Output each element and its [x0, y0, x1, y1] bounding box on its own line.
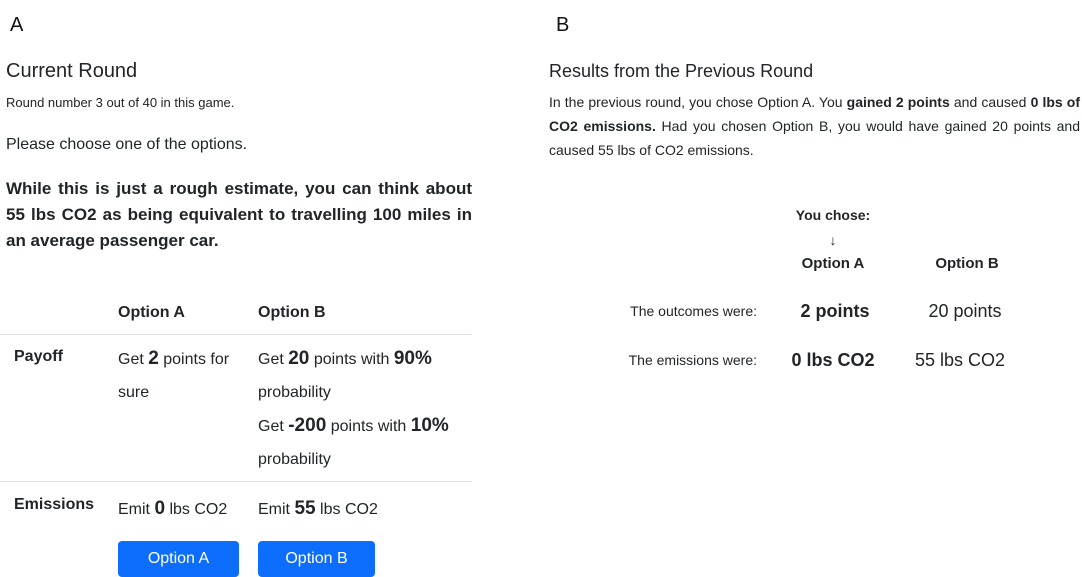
text-segment: 55: [294, 498, 316, 519]
instruction: Please choose one of the options.: [6, 136, 248, 153]
outcome: 2 points: [800, 301, 870, 321]
text-segment: -200: [288, 415, 327, 436]
column-header: Option A: [118, 304, 185, 321]
row-label: The outcomes were:: [630, 303, 757, 319]
cell-line: Emit 55 lbs CO2: [258, 492, 458, 526]
note: While this is just a rough estimate, you…: [6, 179, 472, 250]
arrow: ↓: [829, 232, 837, 248]
text-segment: In the previous round, you chose Option …: [549, 94, 847, 110]
cell: Get 2 points for sure: [118, 342, 236, 409]
text-segment: 2: [148, 348, 159, 369]
text-segment: lbs CO2: [315, 501, 378, 518]
text-segment: 0: [154, 498, 166, 519]
row-label: Payoff: [14, 348, 63, 365]
text-segment: 20: [288, 348, 310, 369]
row-label: The emissions were:: [628, 352, 757, 368]
text-segment: lbs CO2: [165, 501, 228, 518]
column-header: Option B: [258, 304, 326, 321]
option-button[interactable]: Option B: [258, 541, 375, 577]
text-segment: Emit: [118, 501, 155, 518]
paragraph: In the previous round, you chose Option …: [549, 90, 1080, 162]
title: Results from the Previous Round: [549, 61, 814, 81]
cell: Emit 55 lbs CO2: [258, 492, 458, 526]
row-label: Emissions: [14, 496, 95, 513]
cell: Get 20 points with 90% probability Get -2…: [258, 342, 458, 476]
cell-line: Get 20 points with 90% probability: [258, 342, 458, 409]
panel-label: A: [10, 14, 24, 36]
column-header: Option B: [935, 255, 999, 272]
emission: 55 lbs CO2: [914, 350, 1006, 370]
text-segment: Get: [118, 351, 149, 368]
panel-label: B: [556, 14, 570, 36]
text-segment: points for sure: [118, 351, 230, 401]
outcome: 20 points: [928, 301, 1002, 321]
text-segment: and caused: [949, 94, 1031, 110]
round-info: Round number 3 out of 40 in this game.: [6, 95, 235, 110]
text-segment: points with: [309, 351, 394, 368]
text-segment: Had you chosen Option B, you would have …: [549, 118, 1080, 158]
cell-line: Get 2 points for sure: [118, 342, 236, 409]
text-segment: points with: [326, 418, 411, 435]
text-segment: Emit: [258, 501, 295, 518]
text-segment: gained 2 points: [846, 94, 950, 110]
divider: [0, 481, 472, 482]
cell-line: Get -200 points with 10% probability: [258, 409, 458, 476]
text-segment: 90%: [393, 348, 432, 369]
title: Current Round: [6, 60, 138, 82]
cell: Emit 0 lbs CO2: [118, 492, 258, 526]
text-segment: 10%: [410, 415, 449, 436]
cell-line: Emit 0 lbs CO2: [118, 492, 258, 526]
text-segment: probability: [258, 384, 331, 401]
option-button[interactable]: Option A: [118, 541, 239, 577]
text-segment: probability: [258, 451, 331, 468]
column-header: Option A: [801, 255, 865, 272]
chosen-marker: You chose:: [795, 207, 871, 223]
emission: 0 lbs CO2: [791, 350, 875, 370]
text-segment: Get: [258, 351, 289, 368]
text-segment: 0 lbs of CO2 emissions.: [549, 94, 1081, 134]
divider: [0, 334, 472, 335]
text-segment: Get: [258, 418, 289, 435]
